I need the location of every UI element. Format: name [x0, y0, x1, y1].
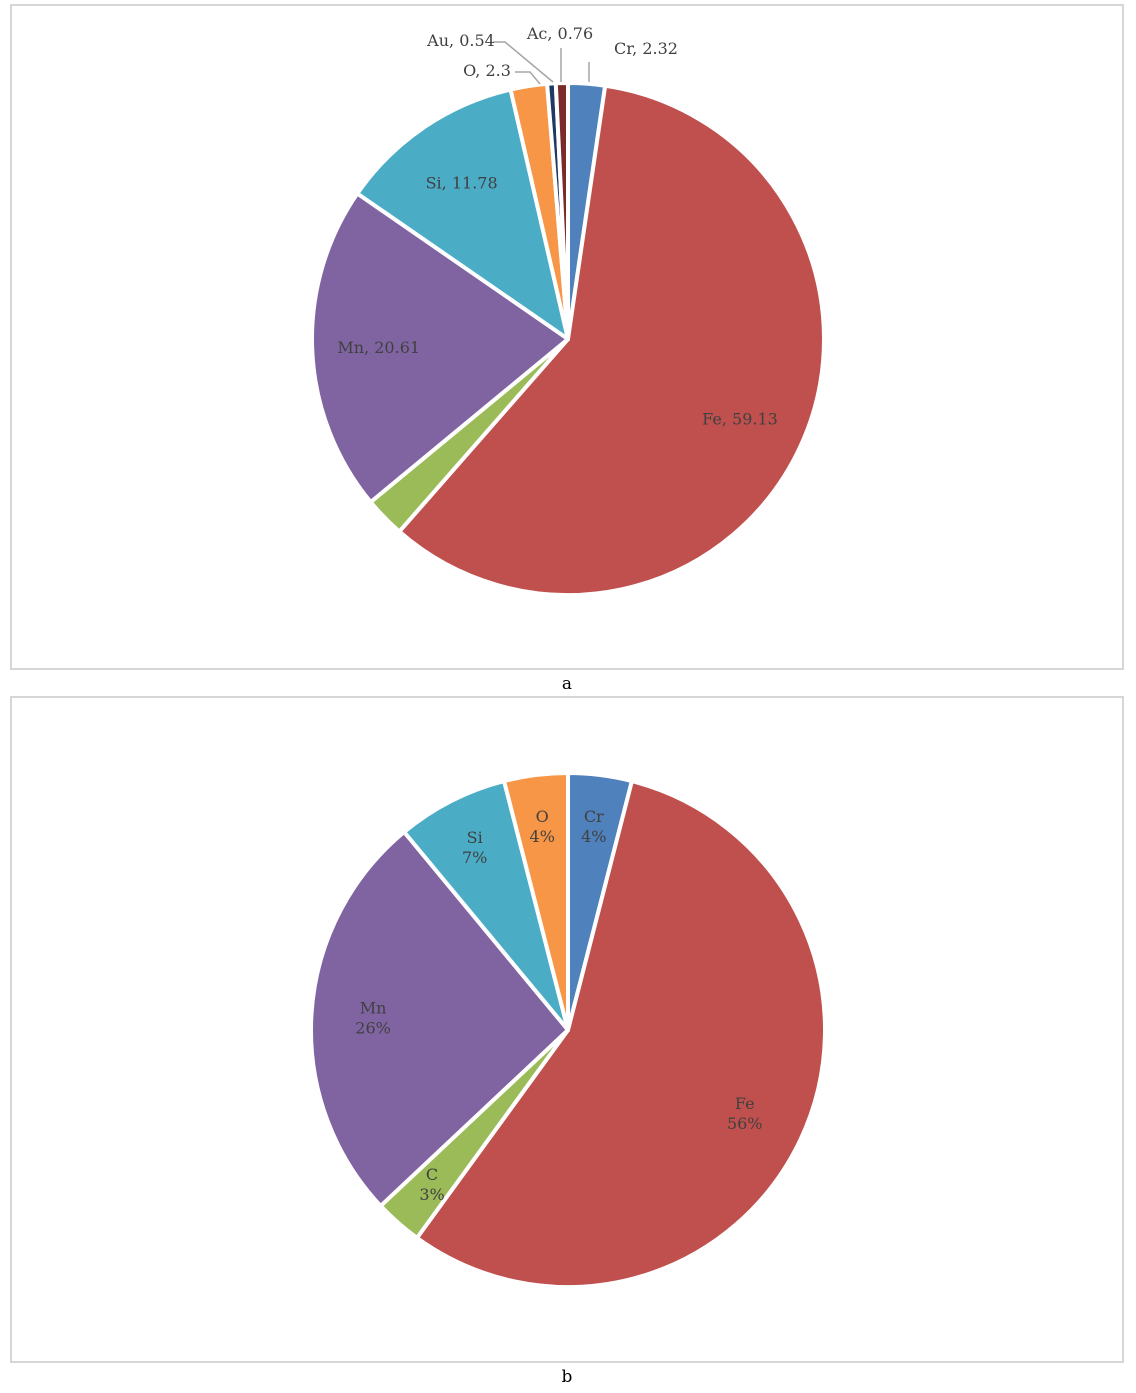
- caption-a: a: [561, 674, 573, 694]
- data-label-cr: Cr 4%: [581, 807, 606, 846]
- pie-slice-si: [355, 87, 570, 341]
- pie-chart-b: Cr 4% Fe 56% C 3% Mn 26% Si 7% O 4%: [309, 771, 827, 1289]
- data-label-mn: Mn 26%: [355, 999, 391, 1038]
- pie-slice-si: [402, 779, 570, 1032]
- chart-panel-b: Cr 4% Fe 56% C 3% Mn 26% Si 7% O 4%: [10, 696, 1124, 1363]
- data-label-cr: Cr, 2.32: [614, 39, 678, 58]
- data-label-au: Au, 0.54: [426, 31, 495, 50]
- data-label-c: C 3%: [419, 1165, 444, 1204]
- data-label-mn: Mn, 20.61: [337, 338, 420, 357]
- pie-slice-fe: [414, 779, 827, 1289]
- leader-line-o: [515, 71, 541, 85]
- pie-slice-ac: [553, 81, 570, 341]
- pie-slice-mn: [309, 829, 570, 1208]
- data-label-fe: Fe 56%: [727, 1094, 763, 1133]
- data-label-ac: Ac, 0.76: [526, 24, 593, 43]
- pie-slice-fe: [397, 83, 826, 597]
- data-label-o: O 4%: [530, 807, 555, 846]
- pie-slice-mn: [310, 191, 570, 505]
- chart-panel-a: Cr, 2.32 Fe, 59.13 Mn, 20.61 Si, 11.78 O, 2.…: [10, 4, 1124, 670]
- data-label-si: Si 7%: [462, 828, 487, 867]
- pie-chart-a: Cr, 2.32 Fe, 59.13 Mn, 20.61 Si, 11.78 O, 2.…: [310, 24, 826, 597]
- leader-line-au: [493, 41, 554, 83]
- data-label-si: Si, 11.78: [426, 173, 498, 192]
- pie-slice-o: [502, 771, 570, 1032]
- data-label-o: O, 2.3: [463, 61, 511, 80]
- caption-b: b: [561, 1367, 573, 1387]
- data-label-fe: Fe, 59.13: [702, 409, 778, 428]
